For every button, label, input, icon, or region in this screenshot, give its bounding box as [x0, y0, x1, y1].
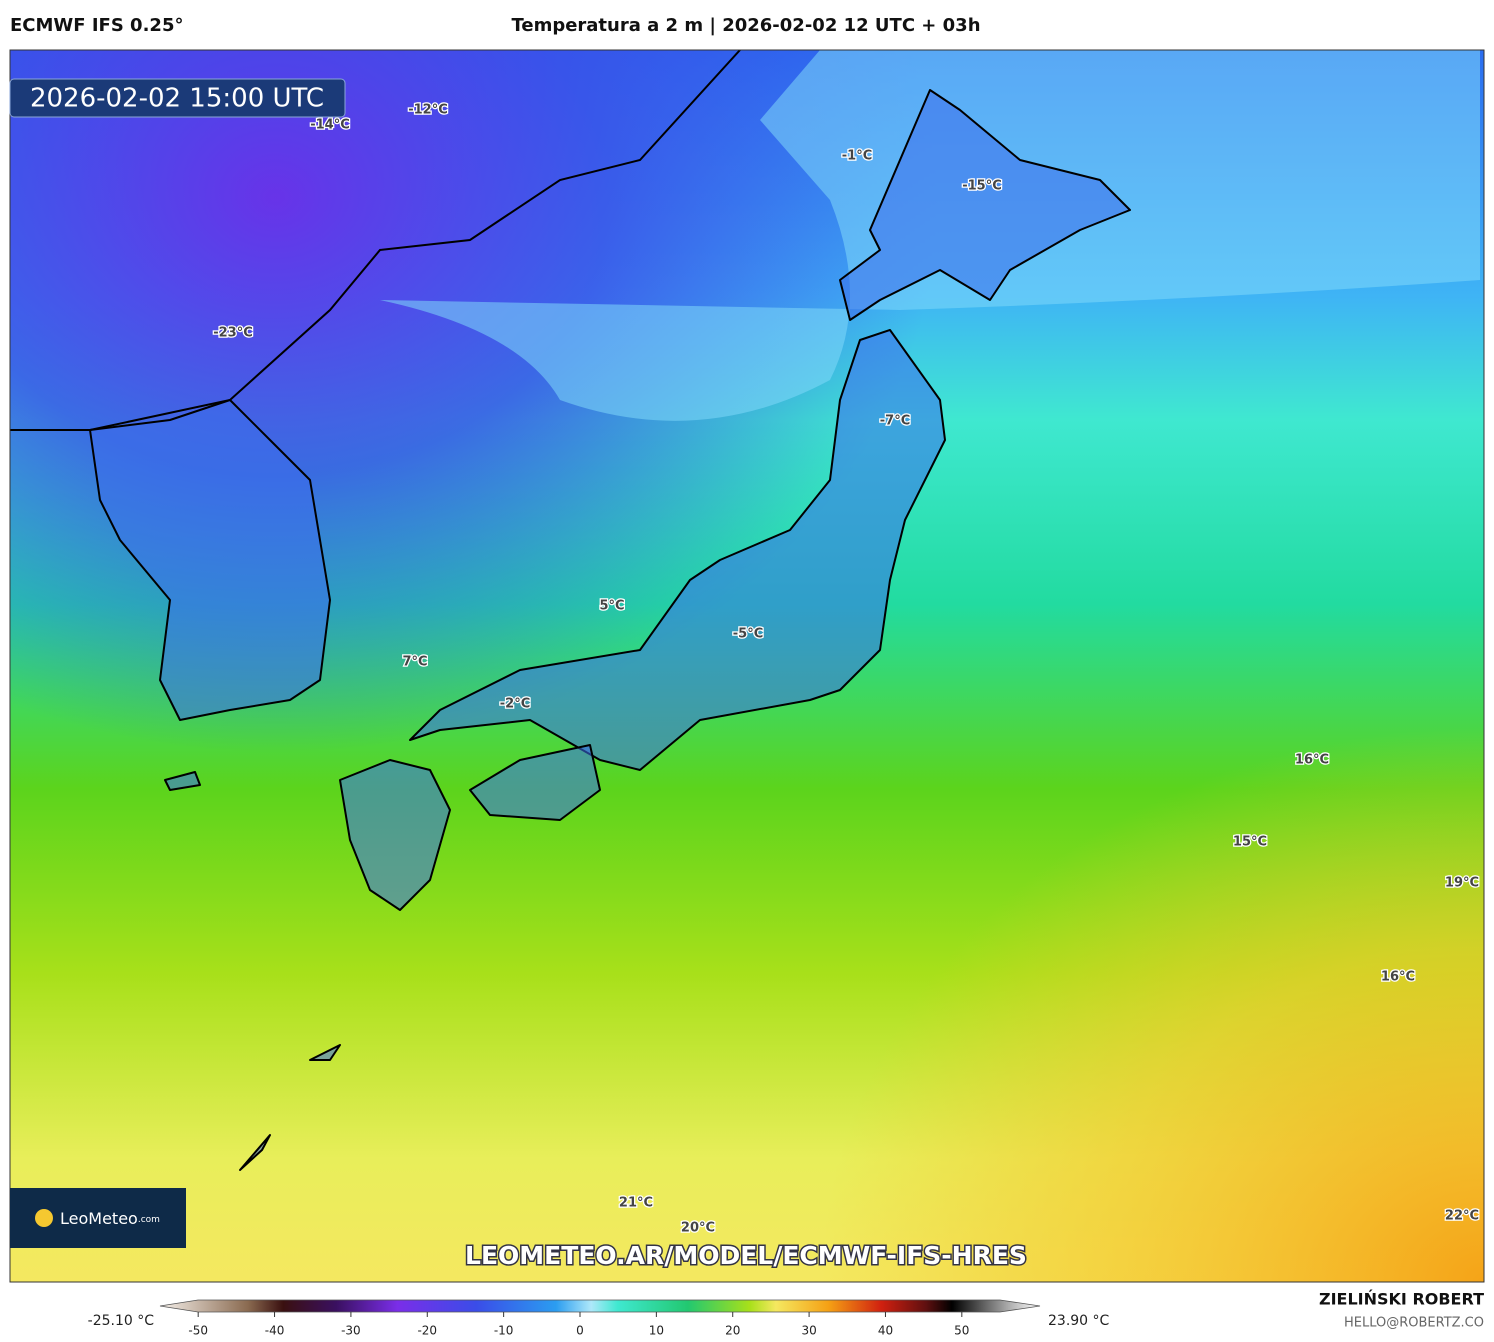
timestamp-box	[9, 78, 346, 118]
temperature-label: -1°C	[842, 149, 872, 164]
temperature-label: 20°C	[681, 1221, 715, 1236]
temperature-label: -2°C	[500, 697, 530, 712]
temperature-label: 16°C	[1295, 753, 1329, 768]
timestamp: 2026-02-02 15:00 UTC	[30, 84, 324, 114]
colorbar-min: -25.10 °C	[88, 1313, 155, 1329]
temperature-label: 19°C	[1445, 876, 1479, 891]
temperature-label: 16°C	[1381, 970, 1415, 985]
colorbar-tick-label: -30	[341, 1324, 361, 1338]
colorbar-tick-label: -10	[494, 1324, 514, 1338]
author: ZIELIŃSKI ROBERT	[1319, 1290, 1484, 1309]
logo-sun	[35, 1209, 53, 1227]
korea	[89, 399, 331, 721]
colorbar: -25.10 °C 23.90 °C -50 -40 -30 -20 -10 0 10 20 3…	[88, 1299, 1110, 1338]
temperature-label: -12°C	[408, 103, 448, 118]
colorbar-tick-label: -50	[188, 1324, 208, 1338]
temperature-label: -14°C	[310, 118, 350, 133]
colorbar-tick-label: 20	[725, 1324, 740, 1338]
map-frame	[9, 49, 1485, 1283]
temperature-label: -5°C	[733, 627, 763, 642]
model-name: ECMWF IFS 0.25°	[10, 15, 183, 36]
honshu	[409, 329, 946, 771]
logo: LeoMeteo.com	[60, 1209, 160, 1228]
small-islands	[164, 771, 341, 1171]
colorbar-tick-label: -20	[417, 1324, 437, 1338]
temperature-label: -15°C	[962, 179, 1002, 194]
colorbar-tick-label: 0	[576, 1324, 584, 1338]
temperature-label: 22°C	[1445, 1209, 1479, 1224]
source-url: LEOMETEO.AR/MODEL/ECMWF-IFS-HRES	[465, 1241, 1027, 1270]
mainland-coast	[10, 50, 741, 431]
logo-suffix: .com	[138, 1215, 160, 1225]
temperature-label: -23°C	[213, 326, 253, 341]
colorbar-max: 23.90 °C	[1048, 1313, 1110, 1329]
colorbar-scale	[159, 1299, 1041, 1313]
hokkaido	[839, 89, 1131, 321]
temperature-label: -7°C	[880, 414, 910, 429]
temperature-label: 15°C	[1233, 835, 1267, 850]
map-title: Temperatura a 2 m | 2026-02-02 12 UTC + …	[511, 15, 980, 36]
colorbar-tick-label: 50	[954, 1324, 969, 1338]
colorbar-tick-label: 30	[801, 1324, 816, 1338]
logo-name: LeoMeteo	[60, 1209, 138, 1228]
temperature-labels: -14°C -12°C -1°C -15°C -23°C -7°C 5°C -5°C 7°C -2…	[212, 101, 1480, 1237]
temperature-label: 7°C	[402, 655, 427, 670]
kyushu	[339, 759, 451, 911]
colorbar-tick-label: 10	[649, 1324, 664, 1338]
temperature-label: 5°C	[599, 599, 624, 614]
author-email: HELLO@ROBERTZ.CO	[1344, 1316, 1484, 1331]
colorbar-tick-label: -40	[265, 1324, 285, 1338]
map	[10, 50, 1484, 1282]
shikoku	[469, 744, 601, 821]
colorbar-tick-label: 40	[878, 1324, 893, 1338]
temperature-label: 21°C	[619, 1196, 653, 1211]
